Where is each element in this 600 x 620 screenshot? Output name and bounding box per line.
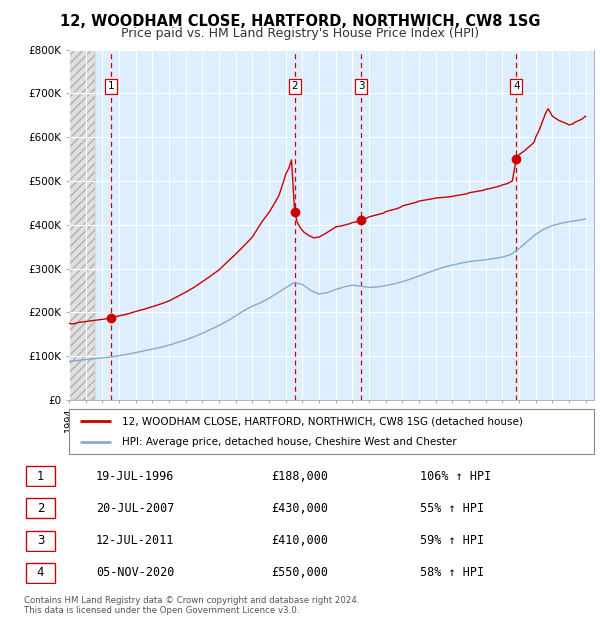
FancyBboxPatch shape [26, 498, 55, 518]
Bar [69, 50, 95, 400]
Text: 05-NOV-2020: 05-NOV-2020 [96, 567, 175, 579]
Text: 2: 2 [37, 502, 44, 515]
Text: 1: 1 [37, 470, 44, 482]
Text: 4: 4 [513, 81, 520, 91]
Text: 12, WOODHAM CLOSE, HARTFORD, NORTHWICH, CW8 1SG (detached house): 12, WOODHAM CLOSE, HARTFORD, NORTHWICH, … [121, 416, 523, 427]
Text: £188,000: £188,000 [271, 470, 329, 482]
Text: 4: 4 [37, 567, 44, 579]
FancyBboxPatch shape [26, 466, 55, 486]
FancyBboxPatch shape [69, 409, 594, 454]
Text: 12, WOODHAM CLOSE, HARTFORD, NORTHWICH, CW8 1SG: 12, WOODHAM CLOSE, HARTFORD, NORTHWICH, … [60, 14, 540, 29]
Text: 2: 2 [292, 81, 298, 91]
Text: 20-JUL-2007: 20-JUL-2007 [96, 502, 175, 515]
FancyBboxPatch shape [26, 531, 55, 551]
Text: HPI: Average price, detached house, Cheshire West and Chester: HPI: Average price, detached house, Ches… [121, 436, 456, 447]
Text: 3: 3 [358, 81, 364, 91]
Text: 12-JUL-2011: 12-JUL-2011 [96, 534, 175, 547]
Text: 55% ↑ HPI: 55% ↑ HPI [420, 502, 484, 515]
Text: £410,000: £410,000 [271, 534, 329, 547]
Text: Contains HM Land Registry data © Crown copyright and database right 2024.
This d: Contains HM Land Registry data © Crown c… [24, 596, 359, 615]
Text: 59% ↑ HPI: 59% ↑ HPI [420, 534, 484, 547]
Text: 1: 1 [108, 81, 115, 91]
Bar [69, 50, 95, 400]
Text: 19-JUL-1996: 19-JUL-1996 [96, 470, 175, 482]
Text: 3: 3 [37, 534, 44, 547]
FancyBboxPatch shape [26, 563, 55, 583]
Text: 58% ↑ HPI: 58% ↑ HPI [420, 567, 484, 579]
Text: £430,000: £430,000 [271, 502, 329, 515]
Text: £550,000: £550,000 [271, 567, 329, 579]
Text: Price paid vs. HM Land Registry's House Price Index (HPI): Price paid vs. HM Land Registry's House … [121, 27, 479, 40]
Text: 106% ↑ HPI: 106% ↑ HPI [420, 470, 491, 482]
